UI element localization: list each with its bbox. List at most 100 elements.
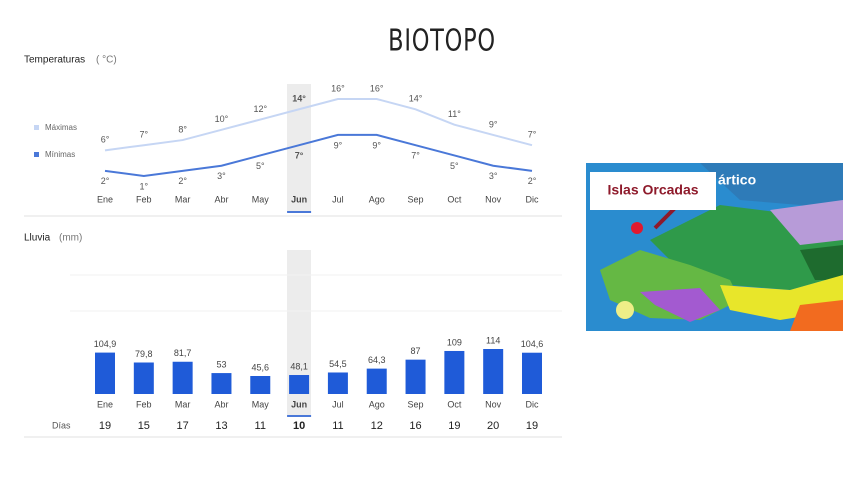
value-label: 81,7 [174,348,192,358]
selected-underline [287,211,312,213]
value-label: 7° [295,151,304,161]
days-value: 15 [138,420,150,432]
selected-underline [287,415,312,417]
value-label: 104,9 [94,339,117,349]
bar [250,376,271,394]
legend-swatch [34,152,39,157]
value-label: 11° [448,109,461,119]
value-label: 16° [370,83,384,93]
bar [95,352,115,394]
x-tick-label: Ene [97,399,113,409]
value-label: 64,3 [368,355,386,365]
value-label: 9° [334,140,343,150]
bar [211,373,232,394]
map: Islas Orcadas ártico [586,163,843,331]
x-tick-label: Dic [526,399,539,409]
x-tick-label: Feb [136,194,152,204]
x-tick-label: Jul [332,399,344,409]
value-label: 8° [178,124,187,134]
x-tick-label: Jun [291,194,307,204]
value-label: 14° [409,94,423,104]
bar [172,361,193,394]
days-value: 17 [177,420,189,432]
temp-line [104,133,533,178]
value-label: 2° [101,176,110,186]
days-value: 16 [409,420,421,432]
value-label: 109 [447,337,462,347]
days-value: 19 [526,420,538,432]
x-tick-label: Feb [136,399,152,409]
x-tick-label: Ago [369,194,385,204]
x-tick-label: Ago [369,399,385,409]
x-tick-label: Jun [291,399,307,409]
value-label: 7° [528,130,537,140]
value-label: 12° [253,104,267,114]
value-label: 45,6 [252,362,270,372]
value-label: 3° [217,171,226,181]
value-label: 7° [140,130,149,140]
map-sea-label: ártico [718,172,756,188]
bar [327,372,348,394]
legend-swatch [34,125,39,130]
value-label: 114 [486,335,500,345]
x-tick-label: May [252,399,270,409]
x-tick-label: Abr [214,399,228,409]
value-label: 3° [489,171,498,181]
days-label: Días [52,420,71,430]
temp-subtitle: ( °C) [96,55,117,66]
days-value: 11 [255,420,266,432]
value-label: 53 [216,359,226,369]
rain-title: Lluvia [24,233,51,244]
bar [444,350,465,394]
x-tick-label: Mar [175,399,191,409]
x-tick-label: Dic [526,194,539,204]
rain-subtitle: (mm) [59,233,82,244]
value-label: 5° [256,161,265,171]
value-label: 14° [292,94,306,104]
x-tick-label: Abr [214,194,228,204]
x-tick-label: Nov [485,194,502,204]
bar [366,368,387,394]
value-label: 6° [101,135,110,145]
days-value: 11 [332,420,343,432]
bar [133,362,154,394]
days-value: 20 [487,420,499,432]
legend-label: Máximas [45,123,77,132]
days-value: 19 [448,420,460,432]
x-tick-label: Oct [447,399,462,409]
temp-title: Temperaturas [24,55,85,66]
days-value: 13 [215,420,227,432]
value-label: 10° [215,114,229,124]
value-label: 7° [411,151,420,161]
x-tick-label: Oct [447,194,462,204]
days-value: 12 [371,420,383,432]
legend-label: Mínimas [45,150,75,159]
slide-title: BIOTOPO [388,23,496,58]
value-label: 2° [178,176,187,186]
x-tick-label: Jul [332,194,344,204]
x-tick-label: Sep [408,399,424,409]
value-label: 9° [372,140,381,150]
value-label: 1° [140,181,149,191]
value-label: 5° [450,161,459,171]
x-tick-label: Nov [485,399,502,409]
x-tick-label: Ene [97,194,113,204]
x-tick-label: Sep [408,194,424,204]
bar [405,359,426,394]
bar [522,352,542,394]
days-value: 19 [99,420,111,432]
value-label: 87 [411,346,421,356]
map-label: Islas Orcadas [607,182,698,198]
bar [289,375,310,394]
value-label: 48,1 [290,361,308,371]
temp-line [104,98,533,152]
days-value: 10 [293,420,305,432]
value-label: 2° [528,176,537,186]
value-label: 16° [331,83,345,93]
x-tick-label: Mar [175,194,191,204]
value-label: 104,6 [521,339,544,349]
value-label: 79,8 [135,349,153,359]
bar [483,349,504,394]
value-label: 54,5 [329,359,347,369]
